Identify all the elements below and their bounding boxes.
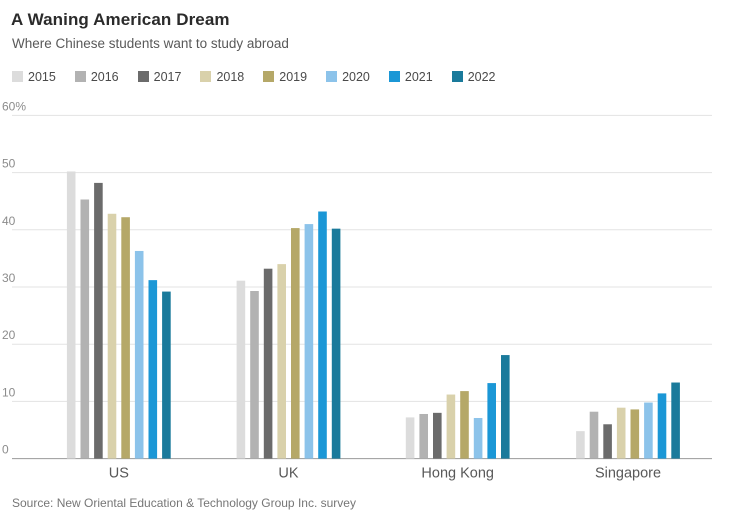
svg-text:Hong Kong: Hong Kong (421, 466, 494, 482)
svg-text:30: 30 (2, 271, 16, 285)
svg-text:50: 50 (2, 157, 16, 171)
svg-text:US: US (109, 466, 129, 482)
svg-text:Singapore: Singapore (595, 466, 661, 482)
svg-text:10: 10 (2, 385, 16, 399)
svg-text:20: 20 (2, 328, 16, 342)
svg-text:0: 0 (2, 443, 9, 457)
svg-text:60%: 60% (2, 99, 26, 113)
svg-text:40: 40 (2, 214, 16, 228)
svg-text:UK: UK (278, 466, 298, 482)
